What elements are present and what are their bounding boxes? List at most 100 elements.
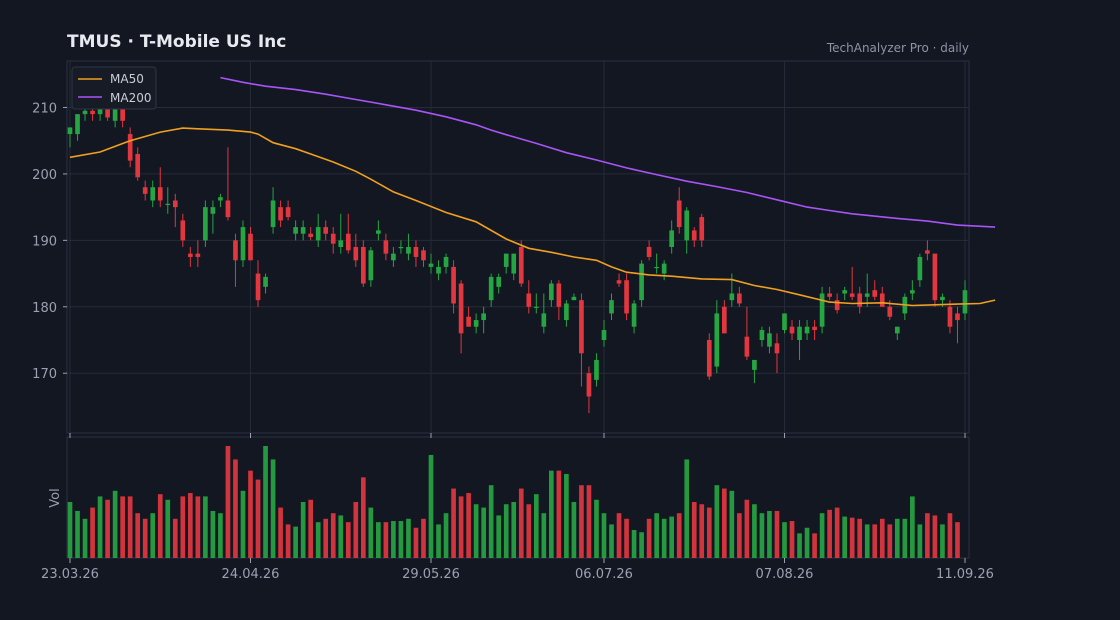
candle-body	[759, 330, 765, 340]
candle-body	[797, 326, 802, 340]
volume-bar	[624, 518, 629, 558]
y-tick-label: 210	[32, 102, 57, 117]
candle-body	[406, 247, 411, 254]
candle-body	[511, 253, 517, 274]
ma50-line	[69, 127, 996, 307]
volume-bar	[782, 522, 787, 558]
candle-body	[248, 233, 253, 261]
candle-body	[842, 290, 847, 294]
volume-bar	[263, 446, 268, 558]
volume-bar	[594, 499, 599, 558]
grid-lines	[67, 61, 969, 433]
candle-body	[105, 107, 110, 118]
candle-body	[932, 253, 938, 301]
candle-body	[195, 253, 201, 257]
candle-body	[496, 276, 502, 287]
x-tick-label: 23.03.26	[41, 567, 99, 582]
candle-body	[729, 293, 735, 301]
volume-bar	[488, 485, 494, 558]
legend: MA50 MA200	[71, 66, 157, 110]
candle-body	[804, 326, 810, 334]
volume-bar	[804, 527, 810, 558]
volume-bar	[586, 485, 592, 558]
candle-body	[165, 203, 171, 206]
candle-body	[97, 107, 103, 115]
candle-body	[180, 220, 186, 241]
candle-body	[962, 290, 968, 314]
volume-bar	[759, 513, 765, 558]
volume-bar	[150, 513, 156, 558]
volume-bar	[631, 530, 637, 558]
candle-body	[300, 227, 306, 234]
y-tick-label: 170	[32, 367, 57, 382]
volume-bar	[616, 513, 622, 558]
candle-body	[744, 336, 750, 357]
volume-bar	[496, 515, 502, 558]
volume-bar	[406, 518, 411, 558]
volume-bar	[857, 518, 863, 558]
candle-body	[676, 200, 682, 228]
candle-body	[699, 217, 705, 241]
volume-bar	[218, 513, 223, 558]
volume-bar	[157, 494, 163, 558]
volume-bar	[203, 496, 208, 558]
volume-bar	[353, 502, 359, 558]
volume-bar	[556, 470, 562, 558]
candle-body	[398, 247, 404, 249]
volume-bar	[391, 521, 396, 558]
volume-bar	[323, 518, 329, 558]
candle-body	[135, 154, 141, 178]
candle-body	[714, 313, 720, 367]
candle-body	[706, 340, 712, 377]
volume-bar	[90, 507, 95, 558]
volume-bar	[511, 502, 517, 558]
candle-body	[481, 313, 486, 321]
volume-bar	[737, 513, 742, 558]
volume-bar	[940, 524, 945, 558]
candle-body	[323, 227, 329, 234]
volume-bar	[481, 507, 486, 558]
candlesticks	[67, 94, 968, 414]
candle-body	[308, 233, 314, 238]
candle-body	[894, 326, 900, 334]
candle-body	[218, 197, 223, 201]
candle-body	[782, 313, 787, 331]
candle-body	[819, 293, 825, 327]
candle-body	[67, 127, 73, 135]
candle-body	[594, 359, 599, 380]
volume-bar	[240, 490, 246, 558]
candle-body	[383, 240, 389, 254]
candle-body	[609, 300, 614, 314]
candle-body	[263, 276, 268, 287]
candle-body	[443, 256, 449, 267]
candle-body	[142, 187, 148, 194]
volume-bar	[360, 477, 366, 558]
candle-body	[910, 290, 915, 294]
candle-body	[353, 247, 359, 261]
candle-body	[503, 253, 509, 267]
volume-bar	[105, 499, 110, 558]
candle-body	[812, 326, 817, 331]
volume-bar	[549, 470, 554, 558]
volume-bar	[112, 490, 118, 558]
volume-bar	[879, 518, 885, 558]
volume-bar	[797, 533, 802, 558]
candle-body	[376, 230, 381, 234]
volume-bar	[774, 510, 780, 558]
candle-body	[488, 276, 494, 301]
volume-bar	[917, 524, 923, 558]
candle-body	[579, 300, 584, 354]
candle-body	[458, 283, 464, 334]
candle-body	[451, 266, 456, 304]
candle-body	[368, 250, 374, 281]
volume-bar	[721, 488, 727, 558]
candle-body	[391, 253, 396, 261]
volume-panel	[66, 436, 970, 559]
volume-bar	[180, 496, 186, 558]
candle-body	[955, 313, 960, 321]
volume-bar	[436, 524, 441, 558]
legend-label-ma200: MA200	[110, 91, 151, 105]
y-tick-label: 190	[32, 234, 57, 249]
